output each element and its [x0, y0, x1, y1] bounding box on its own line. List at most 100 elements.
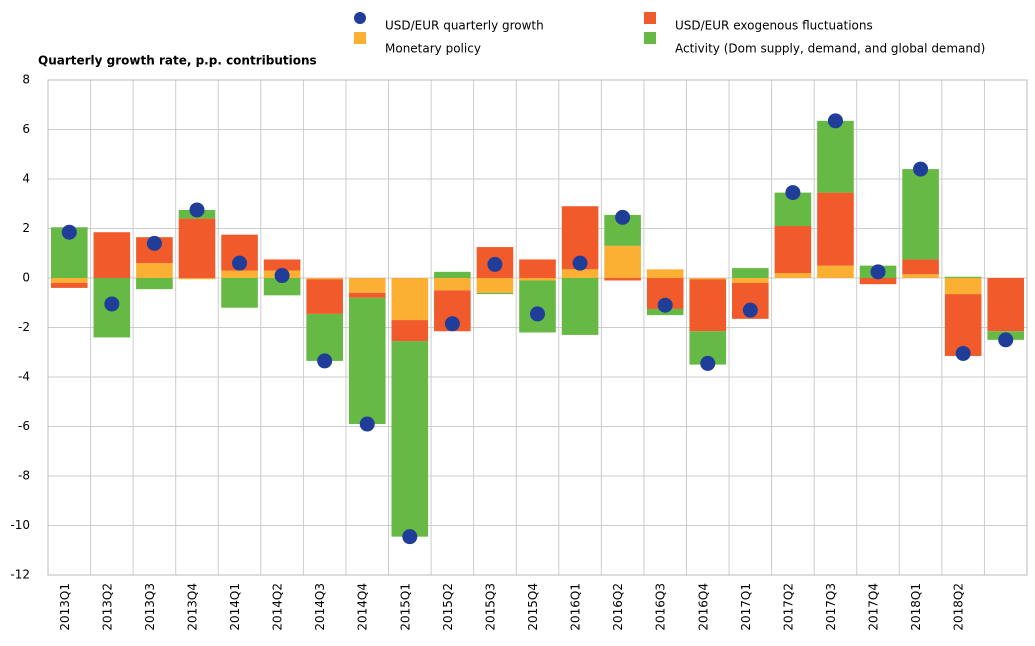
growth-dot — [785, 185, 801, 201]
x-tick-label: 2014Q2 — [271, 583, 285, 631]
x-tick-label: 2015Q3 — [483, 583, 497, 631]
bar-segment — [902, 274, 939, 278]
bar-segment — [732, 278, 769, 283]
bar-segment — [391, 278, 429, 321]
y-tick-label: -2 — [18, 320, 30, 334]
x-tick-label: 2017Q2 — [781, 583, 795, 631]
growth-dot — [232, 255, 248, 271]
bar-segment — [689, 278, 727, 280]
x-tick-label: 2016Q2 — [611, 583, 625, 631]
bar-segment — [306, 313, 343, 361]
legend-label: Monetary policy — [385, 42, 481, 56]
growth-dot — [572, 255, 588, 271]
bar-segment — [306, 278, 343, 280]
legend-label: USD/EUR exogenous fluctuations — [675, 19, 873, 33]
growth-dot — [870, 264, 886, 280]
growth-dot — [827, 113, 843, 129]
growth-dot — [487, 256, 503, 272]
bar-segment — [732, 268, 769, 278]
bar-segment — [348, 292, 386, 298]
growth-dot — [742, 302, 758, 318]
bar-segment — [604, 278, 641, 281]
bar-segment — [476, 292, 514, 295]
growth-dot — [359, 416, 375, 432]
growth-dot — [104, 296, 120, 312]
x-tick-label: 2016Q4 — [696, 583, 710, 631]
y-tick-label: 2 — [22, 221, 30, 235]
growth-dot — [274, 268, 290, 284]
growth-dot — [444, 316, 460, 332]
x-tick-label: 2013Q1 — [58, 583, 72, 631]
x-tick-label: 2018Q1 — [909, 583, 923, 631]
growth-dot — [913, 161, 929, 177]
legend-marker — [644, 32, 656, 44]
y-tick-label: 0 — [22, 271, 30, 285]
bar-segment — [902, 259, 939, 275]
bar-segment — [944, 294, 982, 356]
bar-segment — [817, 192, 854, 266]
bar-segment — [944, 278, 982, 295]
bar-segment — [50, 278, 88, 283]
x-tick-label: 2017Q1 — [739, 583, 753, 631]
bar-segment — [348, 297, 386, 425]
y-tick-label: 8 — [22, 73, 30, 87]
bar-segment — [434, 271, 471, 278]
legend-marker — [354, 32, 366, 44]
bar-segment — [519, 278, 556, 281]
x-tick-label: 2016Q1 — [569, 583, 583, 631]
y-tick-label: 6 — [22, 122, 30, 136]
x-tick-label: 2017Q4 — [867, 583, 881, 631]
bar-segment — [434, 278, 471, 291]
x-tick-label: 2014Q3 — [313, 583, 327, 631]
growth-dot — [530, 306, 545, 322]
y-tick-label: -10 — [10, 518, 30, 532]
growth-dot — [615, 209, 631, 225]
legend-marker — [644, 12, 656, 24]
growth-dot — [955, 345, 971, 361]
y-axis-title: Quarterly growth rate, p.p. contribution… — [38, 54, 317, 68]
bar-segment — [817, 120, 854, 193]
growth-dot — [146, 235, 162, 251]
bar-segment — [93, 232, 131, 278]
growth-dot — [189, 202, 205, 218]
y-tick-label: -12 — [10, 568, 30, 582]
bar-segment — [476, 278, 514, 293]
growth-dot — [998, 332, 1014, 348]
bar-segment — [519, 259, 556, 278]
x-tick-label: 2015Q4 — [526, 583, 540, 631]
bar-segment — [50, 282, 88, 288]
x-tick-label: 2018Q2 — [952, 583, 966, 631]
x-tick-label: 2016Q3 — [654, 583, 668, 631]
bar-segment — [221, 270, 258, 278]
bar-segment — [263, 259, 301, 271]
plot-border — [47, 79, 1028, 576]
x-tick-label: 2013Q3 — [143, 583, 157, 631]
bar-segment — [774, 226, 812, 274]
bar-segment — [774, 273, 812, 278]
y-tick-label: 4 — [22, 172, 30, 186]
bar-segment — [859, 278, 897, 285]
y-tick-label: -6 — [18, 419, 30, 433]
bar-segment — [561, 269, 599, 278]
bar-segment — [178, 218, 216, 278]
bar-segment — [178, 278, 216, 280]
x-tick-label: 2013Q4 — [185, 583, 199, 631]
bar-segment — [817, 265, 854, 278]
growth-dot — [61, 224, 77, 240]
legend-marker — [354, 12, 366, 24]
bar-segment — [902, 169, 939, 260]
bar-segment — [263, 278, 301, 296]
bar-segment — [604, 245, 641, 278]
bar-segment — [987, 278, 1025, 332]
bar-segment — [561, 278, 599, 335]
growth-dot — [402, 529, 418, 545]
bar-segment — [348, 278, 386, 293]
growth-dot — [657, 297, 673, 313]
x-tick-label: 2014Q4 — [356, 583, 370, 631]
bar-segment — [646, 269, 684, 278]
bar-segment — [136, 278, 173, 290]
bar-segment — [391, 320, 429, 342]
bar-segment — [306, 279, 343, 314]
x-tick-label: 2017Q3 — [824, 583, 838, 631]
